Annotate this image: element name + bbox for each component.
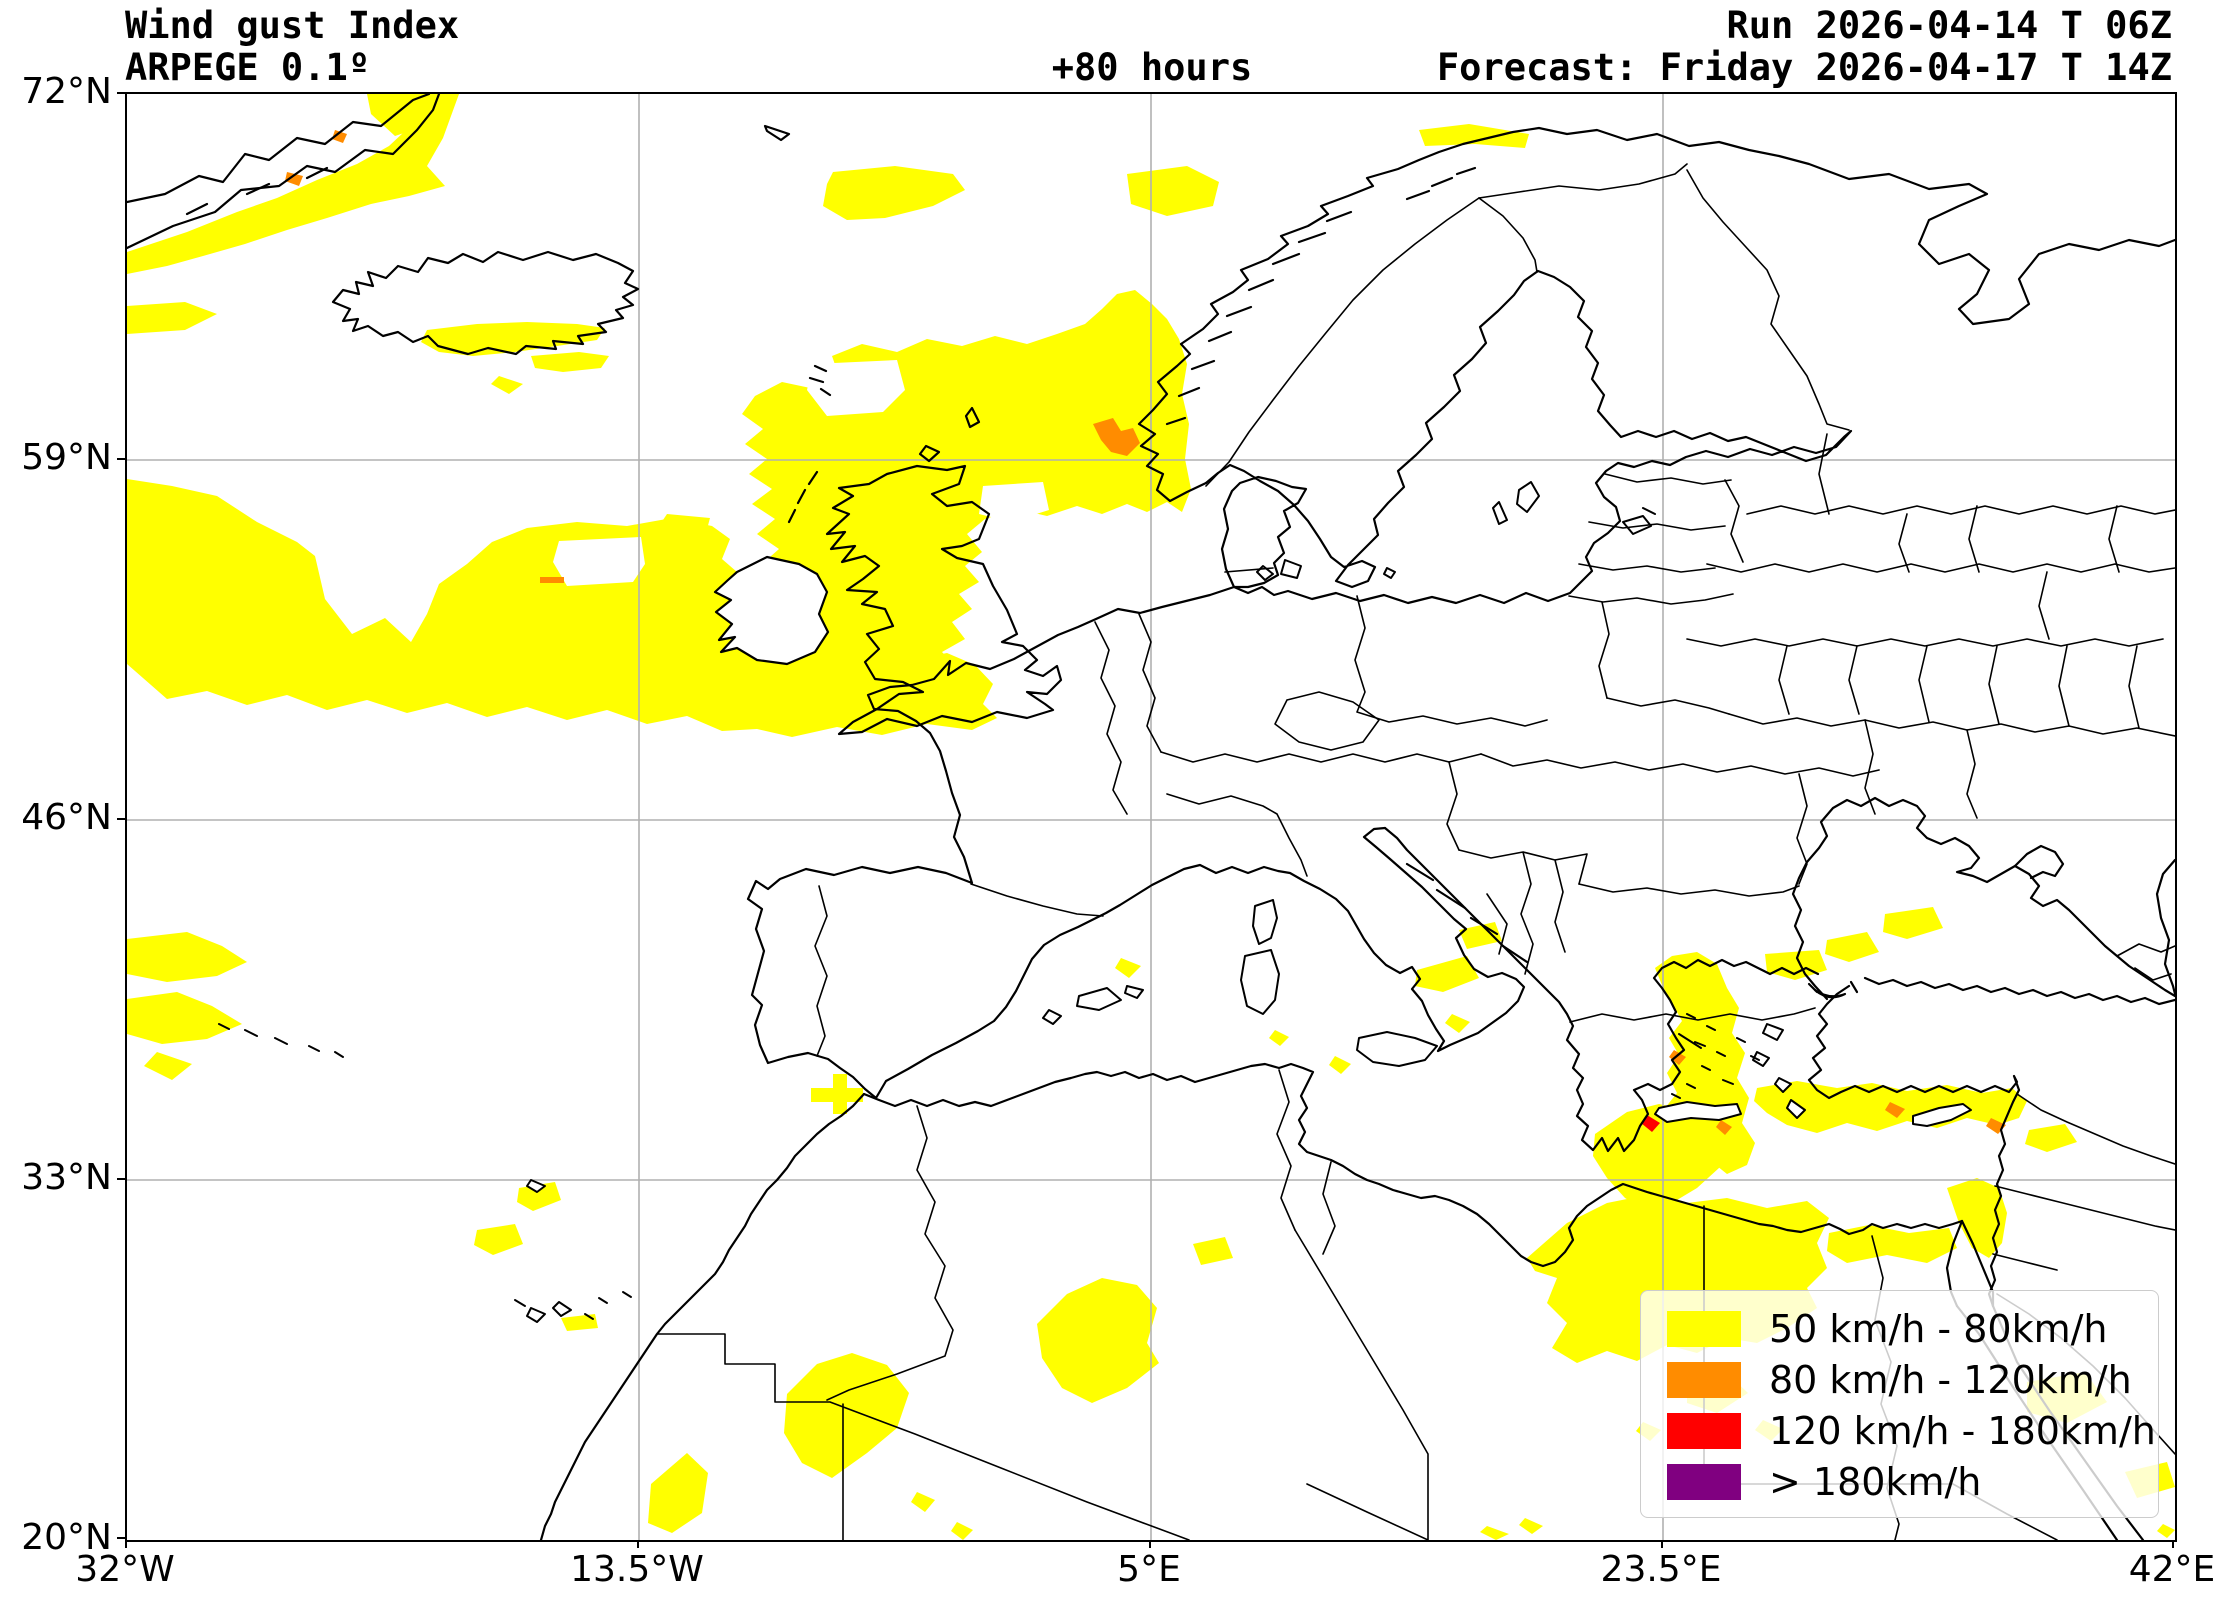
lat-tick [117, 92, 125, 94]
lon-tick [1149, 1540, 1151, 1548]
legend-item: 50 km/h - 80km/h [1667, 1303, 2158, 1354]
lat-label-59n: 59°N [21, 437, 112, 478]
lead-time: +80 hours [1051, 46, 1253, 89]
lat-tick [117, 1537, 125, 1539]
islands [526, 481, 1972, 1323]
lon-label-42e: 42°E [2128, 1549, 2216, 1590]
page-title: Wind gust Index [125, 4, 460, 47]
clear-holes [553, 360, 1049, 586]
legend-swatch-yellow [1667, 1310, 1741, 1347]
legend-item: > 180km/h [1667, 1456, 2158, 1507]
legend-label: 50 km/h - 80km/h [1769, 1306, 2108, 1351]
lat-label-20n: 20°N [21, 1517, 112, 1558]
legend-swatch-red [1667, 1412, 1741, 1449]
legend-swatch-purple [1667, 1463, 1741, 1500]
islets [218, 507, 1760, 1320]
lon-label-32w: 32°W [75, 1549, 175, 1590]
lat-tick [117, 818, 125, 820]
lat-tick [117, 458, 125, 460]
lat-label-46n: 46°N [21, 797, 112, 838]
lon-label-23-5e: 23.5°E [1600, 1549, 1722, 1590]
lat-tick [117, 1178, 125, 1180]
model-name: ARPEGE 0.1º [125, 46, 371, 89]
forecast-map: 50 km/h - 80km/h 80 km/h - 120km/h 120 k… [125, 92, 2177, 1542]
lon-tick [637, 1540, 639, 1548]
lon-label-5e: 5°E [1117, 1549, 1181, 1590]
legend-swatch-orange [1667, 1361, 1741, 1398]
forecast-timestamp: Forecast: Friday 2026-04-17 T 14Z [1436, 46, 2172, 89]
lon-tick [2172, 1540, 2174, 1548]
legend-label: > 180km/h [1769, 1459, 1982, 1504]
lon-label-13-5w: 13.5°W [570, 1549, 704, 1590]
lat-label-33n: 33°N [21, 1157, 112, 1198]
legend-item: 80 km/h - 120km/h [1667, 1354, 2158, 1405]
legend-label: 120 km/h - 180km/h [1769, 1408, 2156, 1453]
legend-item: 120 km/h - 180km/h [1667, 1405, 2158, 1456]
lat-label-72n: 72°N [21, 71, 112, 112]
run-timestamp: Run 2026-04-14 T 06Z [1726, 4, 2172, 47]
lon-tick [125, 1540, 127, 1548]
legend: 50 km/h - 80km/h 80 km/h - 120km/h 120 k… [1640, 1290, 2159, 1518]
legend-label: 80 km/h - 120km/h [1769, 1357, 2132, 1402]
lon-tick [1661, 1540, 1663, 1548]
